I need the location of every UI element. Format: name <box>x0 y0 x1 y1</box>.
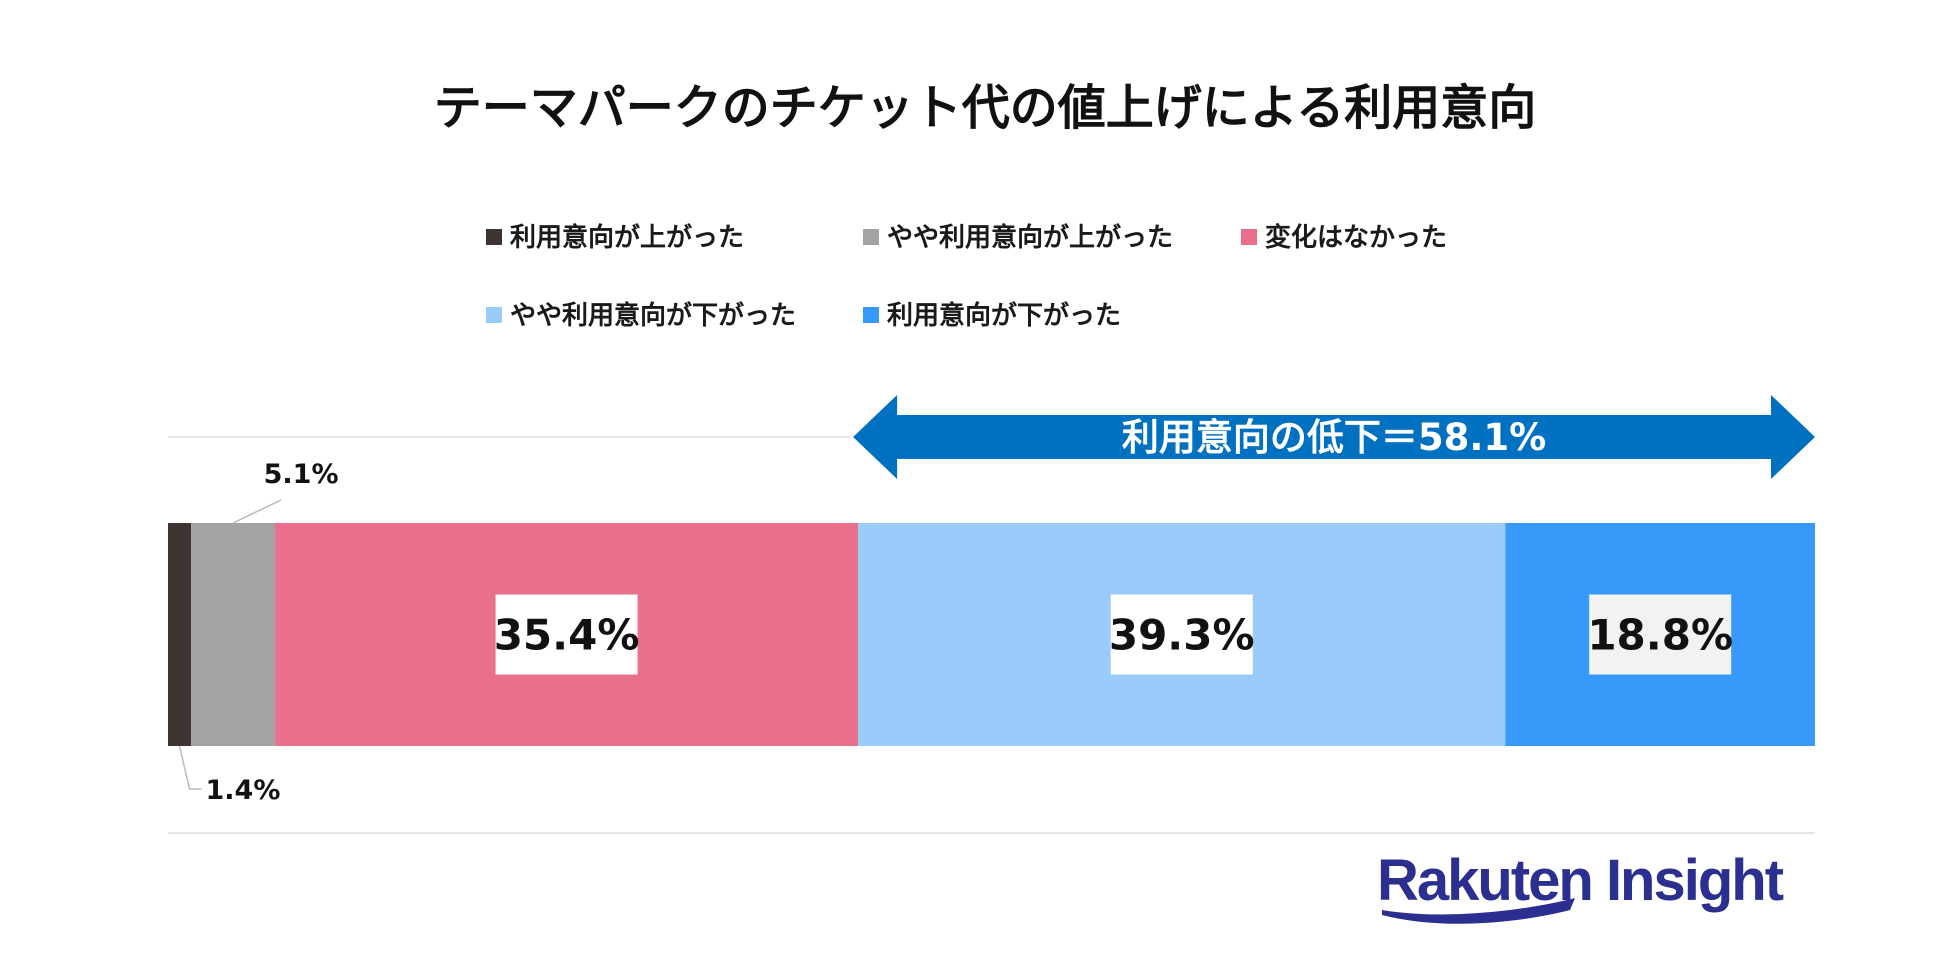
data-label-2: 5.1% <box>264 459 339 490</box>
legend-swatch-5 <box>863 307 879 323</box>
legend-label-1: 利用意向が上がった <box>510 222 744 253</box>
logo-swoosh <box>1382 898 1575 924</box>
rakuten-insight-logo: Rakuten Insight <box>1377 848 1786 924</box>
double-arrow <box>853 395 1815 479</box>
legend-swatch-4 <box>486 307 502 323</box>
leader-line-1 <box>178 745 202 790</box>
data-label-3: 35.4% <box>494 611 640 660</box>
stacked-bar <box>168 523 1815 746</box>
legend-label-5: 利用意向が下がった <box>887 300 1121 331</box>
legend-swatch-2 <box>863 229 879 245</box>
logo-text: Rakuten Insight <box>1377 848 1784 913</box>
data-label-4: 39.3% <box>1109 611 1255 660</box>
legend-swatch-1 <box>486 229 502 245</box>
bar-segment-2 <box>191 523 276 746</box>
legend-item-5: 利用意向が下がった <box>863 300 1121 331</box>
bar-labels: 1.4% 5.1% 35.4% 39.3% 18.8% <box>178 459 1733 806</box>
legend-swatch-3 <box>1241 229 1257 245</box>
data-label-1: 1.4% <box>206 775 281 806</box>
legend-label-3: 変化はなかった <box>1265 222 1447 253</box>
decrease-annotation: 利用意向の低下＝58.1% <box>853 395 1815 479</box>
leader-line-2 <box>232 499 282 524</box>
data-label-5: 18.8% <box>1587 611 1733 660</box>
data-label-box-4 <box>1110 594 1253 675</box>
legend-label-4: やや利用意向が下がった <box>510 300 796 331</box>
legend: 利用意向が上がった やや利用意向が上がった 変化はなかった やや利用意向が下がっ… <box>486 222 1447 331</box>
legend-item-1: 利用意向が上がった <box>486 222 744 253</box>
legend-item-3: 変化はなかった <box>1241 222 1447 253</box>
legend-item-2: やや利用意向が上がった <box>863 222 1173 253</box>
bar-segment-1 <box>168 523 192 746</box>
legend-item-4: やや利用意向が下がった <box>486 300 796 331</box>
data-label-box-3 <box>495 594 638 675</box>
chart-title: テーマパークのチケット代の値上げによる利用意向 <box>434 80 1537 136</box>
annotation-label: 利用意向の低下＝58.1% <box>1122 416 1546 459</box>
data-label-box-5 <box>1589 594 1732 675</box>
legend-label-2: やや利用意向が上がった <box>887 222 1173 253</box>
